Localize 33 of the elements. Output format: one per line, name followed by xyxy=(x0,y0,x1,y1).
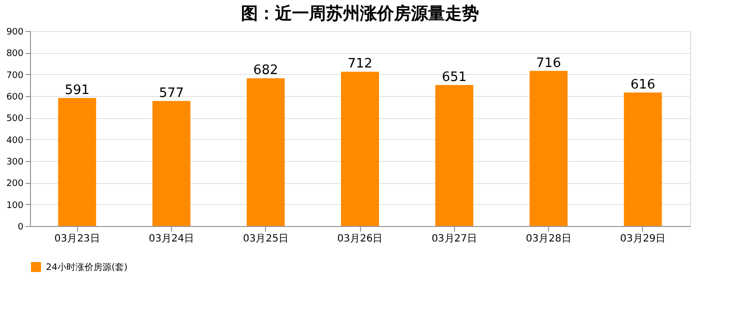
bar xyxy=(435,84,474,226)
y-tick-label: 0 xyxy=(18,222,24,232)
bar xyxy=(341,72,379,226)
data-label: 577 xyxy=(159,86,184,101)
y-tick-label: 500 xyxy=(6,114,24,124)
y-tick-label: 200 xyxy=(6,179,24,190)
chart-title: 图：近一周苏州涨价房源量走势 xyxy=(241,4,479,24)
x-tick-label: 03月26日 xyxy=(337,234,383,244)
bar xyxy=(530,70,568,226)
y-tick-label: 400 xyxy=(6,136,24,146)
data-label: 591 xyxy=(64,82,90,98)
y-tick-label: 800 xyxy=(6,49,24,60)
y-tick-label: 100 xyxy=(6,200,24,211)
y-tick-label: 600 xyxy=(6,92,24,102)
y-tick-label: 700 xyxy=(6,70,24,81)
data-label: 712 xyxy=(348,56,372,72)
x-tick-label: 03月29日 xyxy=(620,234,666,244)
bar xyxy=(152,100,190,226)
x-tick-label: 03月25日 xyxy=(242,234,288,244)
x-tick-label: 03月28日 xyxy=(526,234,572,244)
data-label: 716 xyxy=(536,56,561,71)
x-tick-label: 03月27日 xyxy=(432,234,478,244)
y-tick-label: 300 xyxy=(6,158,24,168)
data-label: 682 xyxy=(253,63,278,78)
data-label: 616 xyxy=(630,78,656,93)
bar xyxy=(58,98,96,226)
data-label: 651 xyxy=(442,70,467,85)
bar xyxy=(624,92,662,226)
x-tick-label: 03月23日 xyxy=(54,234,100,244)
x-tick-label: 03月24日 xyxy=(148,234,194,244)
legend-label: 24小时涨价房源(套) xyxy=(46,262,128,273)
bar xyxy=(246,78,285,226)
y-tick-label: 900 xyxy=(6,28,24,38)
